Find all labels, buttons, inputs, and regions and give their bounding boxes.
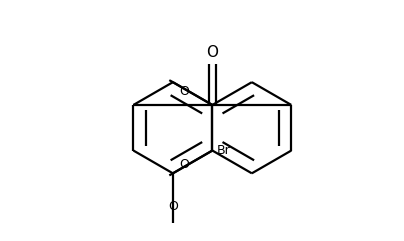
Text: O: O xyxy=(206,45,218,60)
Text: O: O xyxy=(168,200,178,213)
Text: methoxy: methoxy xyxy=(166,79,173,80)
Text: Br: Br xyxy=(217,144,230,157)
Text: O: O xyxy=(179,85,189,98)
Text: O: O xyxy=(179,158,189,171)
Text: methoxy: methoxy xyxy=(170,223,176,224)
Text: methoxy: methoxy xyxy=(163,175,169,176)
